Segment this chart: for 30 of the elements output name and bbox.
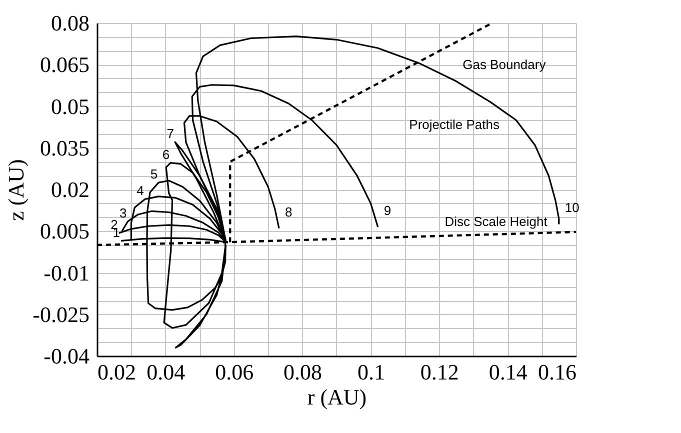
x-tick-label: 0.14 [488,360,528,384]
series-label: 7 [166,126,174,142]
annotation: Disc Scale Height [444,214,548,229]
x-tick-label: 0.12 [420,360,459,384]
y-tick-label: -0.04 [44,344,90,368]
x-axis-title: r (AU) [307,384,367,410]
x-tick-label: 0.16 [538,360,576,384]
y-tick-label: 0.065 [40,52,90,78]
x-tick-label: 0.06 [215,360,254,384]
series-label: 9 [384,202,392,218]
y-tick-label: 0.005 [40,218,90,244]
series-label: 3 [120,205,127,220]
series-label: 6 [162,146,170,162]
x-tick-label: 0.1 [357,360,385,384]
series-label: 5 [150,166,158,182]
y-tick-label: 0.05 [51,94,90,119]
series-label: 10 [564,200,580,216]
y-axis-title: z (AU) [4,159,29,221]
annotation: Gas Boundary [462,56,546,72]
x-tick-label: 0.04 [146,360,186,384]
y-tick-label: 0.02 [51,177,90,202]
series-label: 8 [285,204,292,220]
y-tick-label: -0.025 [32,302,90,327]
x-tick-label: 0.02 [98,360,136,384]
y-tick-label: 0.08 [51,10,90,36]
annotation: Projectile Paths [409,117,500,132]
y-tick-label: 0.035 [40,135,90,160]
series-label: 4 [136,183,144,198]
x-tick-label: 0.08 [284,360,322,384]
y-tick-label: -0.01 [44,260,90,286]
